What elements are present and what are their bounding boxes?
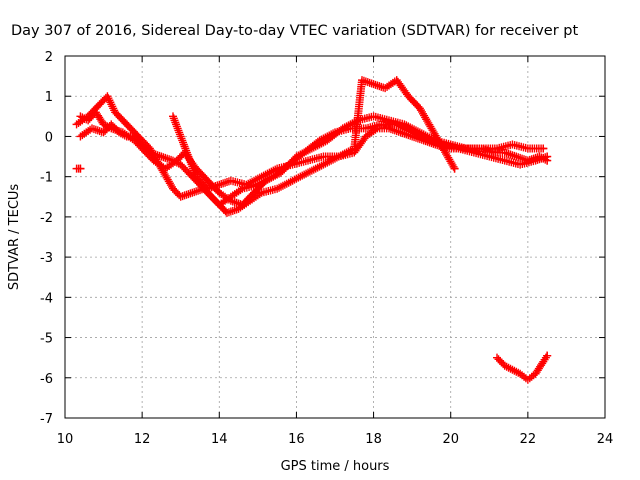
grid-lines [65,56,605,418]
plot-frame [64,55,606,419]
x-axis-label: GPS time / hours [281,459,390,474]
y-tick-label: -3 [40,251,53,266]
data-point [543,156,552,165]
data-point [255,190,264,199]
y-tick-label: -7 [40,412,53,427]
series-track-d [169,112,552,193]
data-point [450,164,459,173]
chart-title: Day 307 of 2016, Sidereal Day-to-day VTE… [11,23,578,39]
y-tick-label: -4 [40,291,53,306]
y-tick-label: -6 [40,372,53,387]
series-track-c [72,76,459,217]
series-track-a [76,120,552,209]
data-point [271,165,280,174]
data-point [76,164,85,173]
x-tick-label: 12 [134,432,151,447]
x-tick-label: 22 [520,432,537,447]
data-point [449,162,458,171]
x-tick-label: 16 [288,432,305,447]
data-point [539,154,548,163]
x-tick-label: 24 [597,432,614,447]
y-tick-label: 2 [45,50,53,65]
y-tick-label: -2 [40,211,53,226]
x-tick-label: 20 [442,432,459,447]
y-tick-label: 1 [45,90,53,105]
series-track-f [493,351,552,384]
y-tick-label: -1 [40,171,53,186]
data-point [105,123,114,132]
data-point [539,144,548,153]
data-point [543,351,552,360]
x-tick-label: 10 [57,432,74,447]
y-axis-label: SDTVAR / TECUs [7,184,22,291]
data-point [541,155,550,164]
data-point [236,186,245,195]
series-track-e [72,164,85,173]
y-tick-label: 0 [45,130,53,145]
data-point [371,125,380,134]
y-tick-label: -5 [40,332,53,347]
data-points [72,76,552,384]
x-tick-label: 14 [211,432,228,447]
x-tick-label: 18 [365,432,382,447]
